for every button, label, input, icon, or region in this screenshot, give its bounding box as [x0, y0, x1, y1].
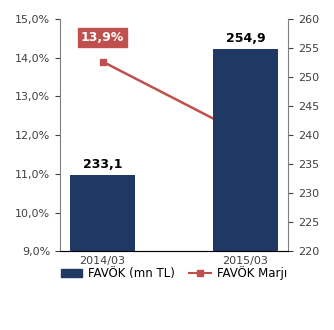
- Text: 12,0%: 12,0%: [224, 109, 267, 121]
- Text: 233,1: 233,1: [83, 158, 122, 171]
- Bar: [213, 49, 278, 330]
- Text: 13,9%: 13,9%: [81, 31, 124, 44]
- Text: 254,9: 254,9: [226, 32, 265, 45]
- Legend: FAVÖK (mn TL), FAVÖK Marjı: FAVÖK (mn TL), FAVÖK Marjı: [56, 261, 292, 285]
- Bar: [70, 175, 135, 330]
